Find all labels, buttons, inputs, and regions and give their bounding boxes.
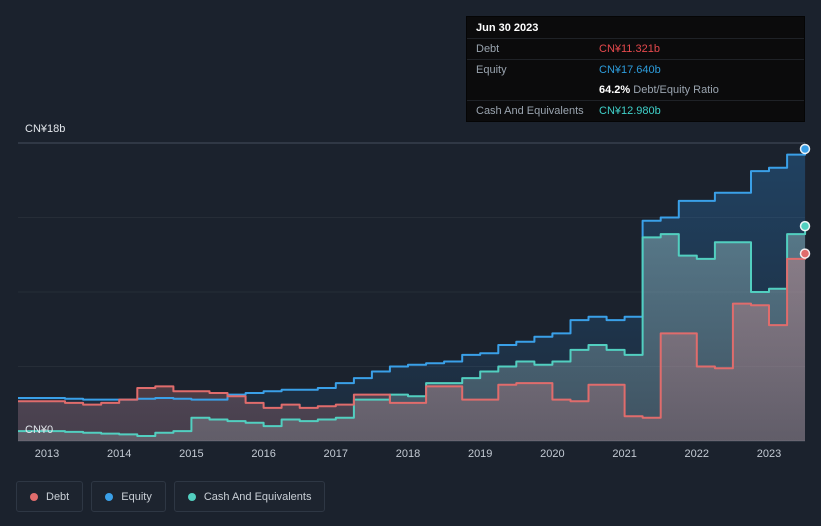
tooltip-equity-row: Equity CN¥17.640b — [467, 60, 804, 80]
x-axis-label-2018: 2018 — [395, 448, 421, 460]
equity-dot-icon — [105, 492, 114, 501]
chart-tooltip: Jun 30 2023 Debt CN¥11.321b Equity CN¥17… — [466, 16, 805, 122]
chart-legend: Debt Equity Cash And Equivalents — [16, 481, 326, 512]
tooltip-ratio-row: 64.2% Debt/Equity Ratio — [467, 80, 804, 101]
y-axis-label-bottom: CN¥0 — [25, 424, 54, 436]
x-axis-label-2021: 2021 — [612, 448, 637, 460]
tooltip-equity-label: Equity — [476, 64, 507, 76]
x-axis-label-2016: 2016 — [251, 448, 276, 460]
tooltip-ratio-percent: 64.2% — [599, 84, 631, 96]
y-axis-label-top: CN¥18b — [25, 123, 66, 135]
x-axis-label-2020: 2020 — [540, 448, 565, 460]
tooltip-debt-value: CN¥11.321b — [599, 43, 660, 55]
tooltip-debt-label: Debt — [476, 43, 500, 55]
tooltip-cash-row: Cash And Equivalents CN¥12.980b — [467, 101, 804, 121]
x-axis-label-2019: 2019 — [467, 448, 493, 460]
legend-item-cash[interactable]: Cash And Equivalents — [173, 481, 326, 512]
x-axis-label-2015: 2015 — [179, 448, 204, 460]
x-axis-label-2017: 2017 — [323, 448, 349, 460]
tooltip-cash-label: Cash And Equivalents — [476, 105, 584, 117]
tooltip-ratio-value: 64.2% Debt/Equity Ratio — [599, 84, 795, 96]
x-axis-label-2023: 2023 — [756, 448, 782, 460]
x-axis-label-2014: 2014 — [106, 448, 132, 460]
legend-item-debt[interactable]: Debt — [16, 481, 84, 512]
x-axis-label-2013: 2013 — [34, 448, 60, 460]
legend-equity-label: Equity — [121, 490, 152, 503]
tooltip-debt-row: Debt CN¥11.321b — [467, 39, 804, 60]
legend-item-equity[interactable]: Equity — [91, 481, 166, 512]
legend-cash-label: Cash And Equivalents — [203, 490, 312, 503]
cash-dot-icon — [187, 492, 196, 501]
debt-dot-icon — [30, 492, 38, 501]
tooltip-date: Jun 30 2023 — [467, 17, 804, 39]
legend-debt-label: Debt — [46, 490, 70, 503]
tooltip-cash-value: CN¥12.980b — [599, 105, 661, 117]
tooltip-equity-value: CN¥17.640b — [599, 64, 661, 76]
tooltip-ratio-text: Debt/Equity Ratio — [630, 84, 719, 96]
x-axis-label-2022: 2022 — [684, 448, 710, 460]
